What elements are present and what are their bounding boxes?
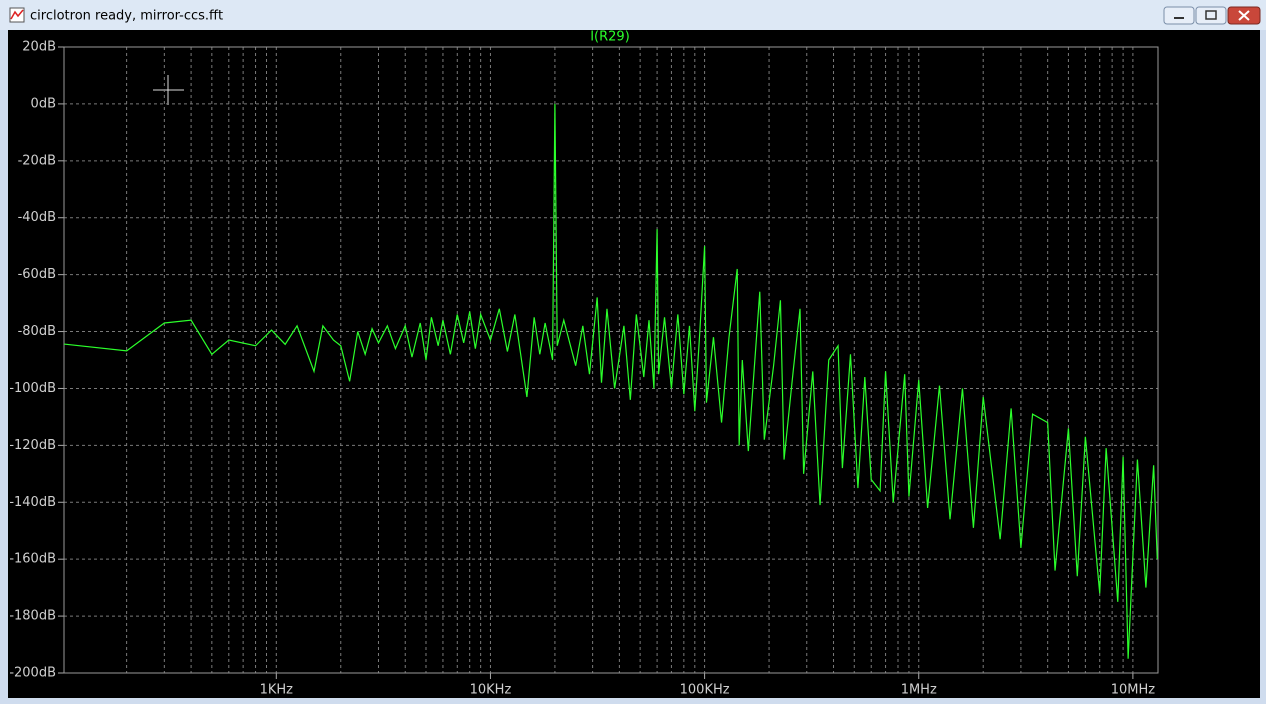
y-tick-label: -180dB — [9, 609, 56, 624]
y-tick-label: 20dB — [22, 40, 56, 55]
y-tick-label: -200dB — [9, 666, 56, 681]
y-tick-label: -140dB — [9, 495, 56, 510]
trace-label: I(R29) — [590, 30, 630, 45]
minimize-button[interactable] — [1163, 6, 1195, 25]
y-tick-label: 0dB — [31, 96, 56, 111]
y-tick-label: -20dB — [18, 153, 56, 168]
y-tick-label: -120dB — [9, 438, 56, 453]
cursor — [153, 75, 184, 105]
x-tick-label: 10MHz — [1111, 683, 1156, 698]
plot-pane — [8, 30, 1260, 698]
title-bar — [0, 0, 1266, 30]
trace — [63, 103, 1158, 659]
x-tick-label: 1KHz — [260, 683, 294, 698]
chart: 20dB 0dB -20dB -40dB -60dB -80dB -100dB -120dB -… — [9, 40, 1159, 698]
window-title: circlotron ready, mirror-ccs.fft — [30, 9, 223, 24]
plot-frame — [63, 46, 1159, 674]
y-tick-label: -80dB — [18, 324, 56, 339]
x-tick-label: 10KHz — [470, 683, 512, 698]
y-tick-label: -160dB — [9, 552, 56, 567]
x-tick-label: 1MHz — [901, 683, 937, 698]
maximize-button[interactable] — [1195, 6, 1227, 25]
y-tick-label: -100dB — [9, 381, 56, 396]
x-tick-label: 100KHz — [680, 683, 730, 698]
y-tick-label: -40dB — [18, 210, 56, 225]
close-button[interactable] — [1227, 6, 1261, 25]
y-tick-label: -60dB — [18, 267, 56, 282]
app-icon — [9, 7, 25, 23]
